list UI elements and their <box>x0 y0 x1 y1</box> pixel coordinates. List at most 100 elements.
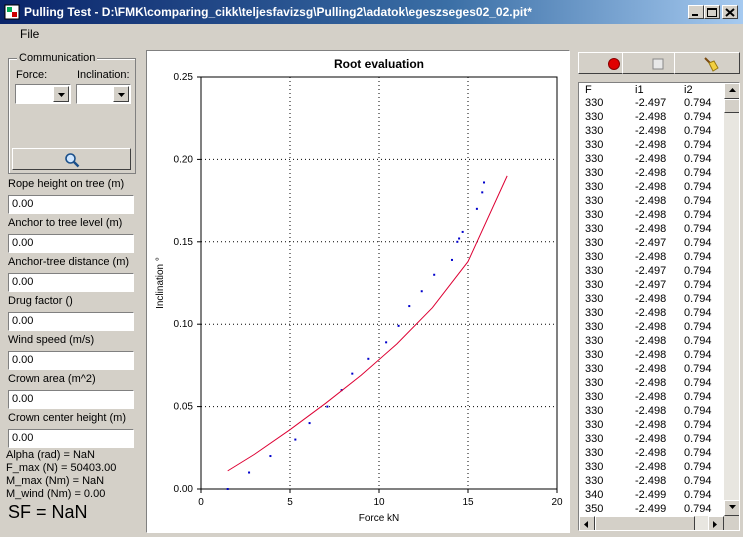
table-cell: -2.498 <box>635 377 667 389</box>
table-cell: 0.794 <box>684 293 712 305</box>
table-row[interactable]: 330 -2.498 0.794 <box>579 125 724 139</box>
clear-button[interactable] <box>674 52 740 74</box>
table-row[interactable]: 330 -2.498 0.794 <box>579 307 724 321</box>
table-cell: 0.794 <box>684 265 712 277</box>
scroll-up-button[interactable] <box>724 83 739 99</box>
table-row[interactable]: 330 -2.498 0.794 <box>579 447 724 461</box>
table-cell: -2.498 <box>635 139 667 151</box>
menu-file[interactable]: File <box>20 27 40 41</box>
table-rows: 330 -2.497 0.794 330 -2.498 0.794 330 -2.498 0.7… <box>579 97 724 517</box>
field-input[interactable]: 0.00 <box>8 429 134 448</box>
table-cell: 0.794 <box>684 447 712 459</box>
table-row[interactable]: 330 -2.498 0.794 <box>579 377 724 391</box>
scroll-left-button[interactable] <box>579 516 595 530</box>
table-row[interactable]: 330 -2.498 0.794 <box>579 195 724 209</box>
table-cell: -2.498 <box>635 447 667 459</box>
table-row[interactable]: 330 -2.498 0.794 <box>579 139 724 153</box>
table-cell: 0.794 <box>684 321 712 333</box>
scroll-down-button[interactable] <box>724 500 739 516</box>
table-cell: 0.794 <box>684 209 712 221</box>
table-row[interactable]: 330 -2.498 0.794 <box>579 349 724 363</box>
field-input[interactable]: 0.00 <box>8 234 134 253</box>
horizontal-scrollbar[interactable] <box>579 516 724 530</box>
table-cell: 0.794 <box>684 97 712 109</box>
table-row[interactable]: 330 -2.498 0.794 <box>579 391 724 405</box>
table-row[interactable]: 330 -2.498 0.794 <box>579 335 724 349</box>
table-row[interactable]: 330 -2.498 0.794 <box>579 251 724 265</box>
table-row[interactable]: 330 -2.498 0.794 <box>579 321 724 335</box>
vertical-scrollbar[interactable] <box>724 83 739 516</box>
table-cell: 0.794 <box>684 307 712 319</box>
menu-bar: File <box>0 24 743 44</box>
close-button[interactable] <box>722 5 738 19</box>
scroll-right-button[interactable] <box>708 516 724 530</box>
table-row[interactable]: 330 -2.497 0.794 <box>579 279 724 293</box>
force-dropdown-button[interactable] <box>53 86 69 102</box>
table-row[interactable]: 340 -2.499 0.794 <box>579 489 724 503</box>
table-cell: 330 <box>585 223 604 235</box>
column-header-f[interactable]: F <box>585 84 592 96</box>
table-row[interactable]: 330 -2.497 0.794 <box>579 97 724 111</box>
field-input[interactable]: 0.00 <box>8 390 134 409</box>
table-cell: -2.497 <box>635 97 667 109</box>
table-row[interactable]: 330 -2.498 0.794 <box>579 181 724 195</box>
maximize-button[interactable] <box>704 5 720 19</box>
table-row[interactable]: 330 -2.498 0.794 <box>579 433 724 447</box>
alpha-readout: Alpha (rad) = NaN <box>6 449 95 461</box>
data-point <box>367 357 370 360</box>
arrow-left-icon <box>584 521 588 528</box>
y-tick-label: 0.25 <box>174 72 194 83</box>
inclination-port-select[interactable] <box>76 84 131 104</box>
table-row[interactable]: 330 -2.498 0.794 <box>579 111 724 125</box>
table-row[interactable]: 330 -2.498 0.794 <box>579 405 724 419</box>
field-label: Wind speed (m/s) <box>8 334 95 346</box>
communication-legend: Communication <box>17 52 98 64</box>
table-cell: -2.498 <box>635 251 667 263</box>
field-input[interactable]: 0.00 <box>8 351 134 370</box>
table-row[interactable]: 330 -2.498 0.794 <box>579 475 724 489</box>
title-bar[interactable]: Pulling Test - D:\FMK\comparing_cikk\tel… <box>0 0 743 24</box>
table-cell: -2.498 <box>635 125 667 137</box>
app-icon <box>4 4 20 20</box>
minimize-button[interactable] <box>688 5 704 19</box>
table-row[interactable]: 330 -2.498 0.794 <box>579 293 724 307</box>
x-axis-label: Force kN <box>359 513 400 524</box>
table-cell: 0.794 <box>684 349 712 361</box>
table-cell: -2.499 <box>635 489 667 501</box>
table-row[interactable]: 330 -2.498 0.794 <box>579 167 724 181</box>
force-port-select[interactable] <box>15 84 71 104</box>
table-cell: 330 <box>585 377 604 389</box>
table-cell: 0.794 <box>684 111 712 123</box>
data-point <box>294 438 297 441</box>
field-input[interactable]: 0.00 <box>8 195 134 214</box>
table-cell: -2.498 <box>635 111 667 123</box>
table-row[interactable]: 330 -2.497 0.794 <box>579 237 724 251</box>
table-row[interactable]: 330 -2.498 0.794 <box>579 223 724 237</box>
table-cell: 330 <box>585 153 604 165</box>
column-header-i2[interactable]: i2 <box>684 84 693 96</box>
table-row[interactable]: 330 -2.498 0.794 <box>579 461 724 475</box>
arrow-up-icon <box>729 88 736 92</box>
horizontal-scroll-thumb[interactable] <box>595 516 695 530</box>
table-row[interactable]: 330 -2.498 0.794 <box>579 209 724 223</box>
search-button[interactable] <box>12 148 131 170</box>
table-row[interactable]: 350 -2.499 0.794 <box>579 503 724 517</box>
table-row[interactable]: 330 -2.498 0.794 <box>579 419 724 433</box>
table-cell: 330 <box>585 447 604 459</box>
data-point <box>420 290 423 293</box>
inclination-label: Inclination: <box>77 69 130 81</box>
vertical-scroll-thumb[interactable] <box>724 99 739 113</box>
field-input[interactable]: 0.00 <box>8 273 134 292</box>
data-table[interactable]: F i1 i2 330 -2.497 0.794 330 -2.498 0.794 330 -… <box>578 82 740 531</box>
table-row[interactable]: 330 -2.498 0.794 <box>579 363 724 377</box>
maximize-icon <box>707 8 717 17</box>
field-input[interactable]: 0.00 <box>8 312 134 331</box>
table-cell: 330 <box>585 391 604 403</box>
chevron-down-icon <box>58 93 65 97</box>
inclination-dropdown-button[interactable] <box>113 86 129 102</box>
table-row[interactable]: 330 -2.497 0.794 <box>579 265 724 279</box>
table-cell: 330 <box>585 167 604 179</box>
table-cell: -2.498 <box>635 223 667 235</box>
column-header-i1[interactable]: i1 <box>635 84 644 96</box>
table-row[interactable]: 330 -2.498 0.794 <box>579 153 724 167</box>
